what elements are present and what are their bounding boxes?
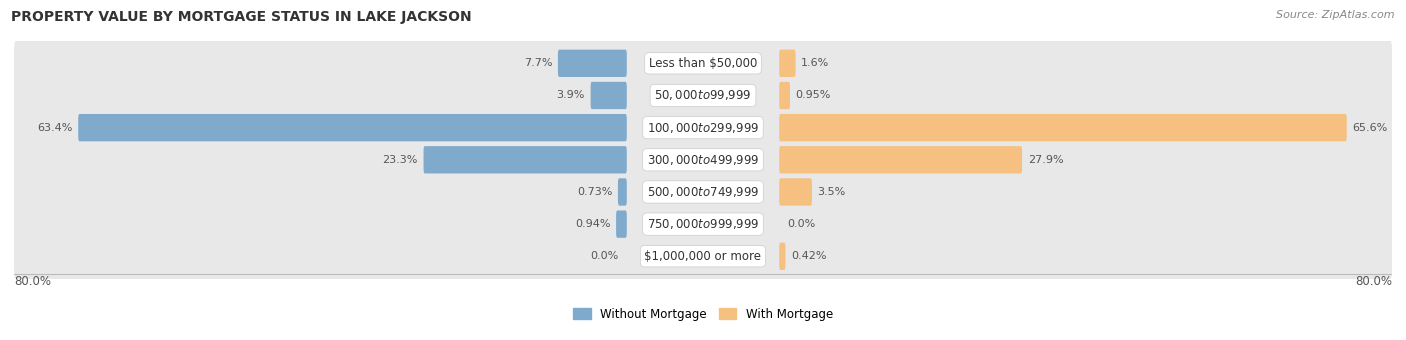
FancyBboxPatch shape: [616, 210, 627, 238]
Text: 63.4%: 63.4%: [37, 123, 73, 133]
FancyBboxPatch shape: [779, 82, 790, 109]
FancyBboxPatch shape: [14, 136, 1392, 184]
FancyBboxPatch shape: [423, 146, 627, 173]
FancyBboxPatch shape: [779, 243, 786, 270]
FancyBboxPatch shape: [14, 200, 1392, 248]
FancyBboxPatch shape: [779, 50, 796, 77]
Text: Source: ZipAtlas.com: Source: ZipAtlas.com: [1277, 10, 1395, 20]
Text: 7.7%: 7.7%: [524, 58, 553, 68]
Text: 3.5%: 3.5%: [817, 187, 846, 197]
Text: 65.6%: 65.6%: [1353, 123, 1388, 133]
Text: 1.6%: 1.6%: [801, 58, 830, 68]
Text: $500,000 to $749,999: $500,000 to $749,999: [647, 185, 759, 199]
Text: 0.94%: 0.94%: [575, 219, 610, 229]
FancyBboxPatch shape: [558, 50, 627, 77]
Text: 0.95%: 0.95%: [796, 90, 831, 101]
Text: $100,000 to $299,999: $100,000 to $299,999: [647, 121, 759, 135]
Text: 3.9%: 3.9%: [557, 90, 585, 101]
FancyBboxPatch shape: [779, 146, 1022, 173]
FancyBboxPatch shape: [14, 104, 1392, 151]
Text: 0.0%: 0.0%: [787, 219, 815, 229]
Text: 0.42%: 0.42%: [792, 251, 827, 261]
FancyBboxPatch shape: [14, 72, 1392, 119]
Text: 0.0%: 0.0%: [591, 251, 619, 261]
FancyBboxPatch shape: [79, 114, 627, 141]
FancyBboxPatch shape: [617, 178, 627, 206]
Text: PROPERTY VALUE BY MORTGAGE STATUS IN LAKE JACKSON: PROPERTY VALUE BY MORTGAGE STATUS IN LAK…: [11, 10, 472, 24]
FancyBboxPatch shape: [14, 233, 1392, 280]
FancyBboxPatch shape: [591, 82, 627, 109]
FancyBboxPatch shape: [14, 39, 1392, 87]
FancyBboxPatch shape: [14, 168, 1392, 216]
Text: $750,000 to $999,999: $750,000 to $999,999: [647, 217, 759, 231]
Text: $1,000,000 or more: $1,000,000 or more: [644, 250, 762, 263]
Text: 80.0%: 80.0%: [14, 275, 51, 288]
Text: 80.0%: 80.0%: [1355, 275, 1392, 288]
FancyBboxPatch shape: [779, 178, 811, 206]
Text: $300,000 to $499,999: $300,000 to $499,999: [647, 153, 759, 167]
Text: Less than $50,000: Less than $50,000: [648, 57, 758, 70]
FancyBboxPatch shape: [779, 114, 1347, 141]
Legend: Without Mortgage, With Mortgage: Without Mortgage, With Mortgage: [568, 303, 838, 325]
Text: 23.3%: 23.3%: [382, 155, 418, 165]
Text: $50,000 to $99,999: $50,000 to $99,999: [654, 88, 752, 102]
Text: 0.73%: 0.73%: [576, 187, 613, 197]
Text: 27.9%: 27.9%: [1028, 155, 1063, 165]
